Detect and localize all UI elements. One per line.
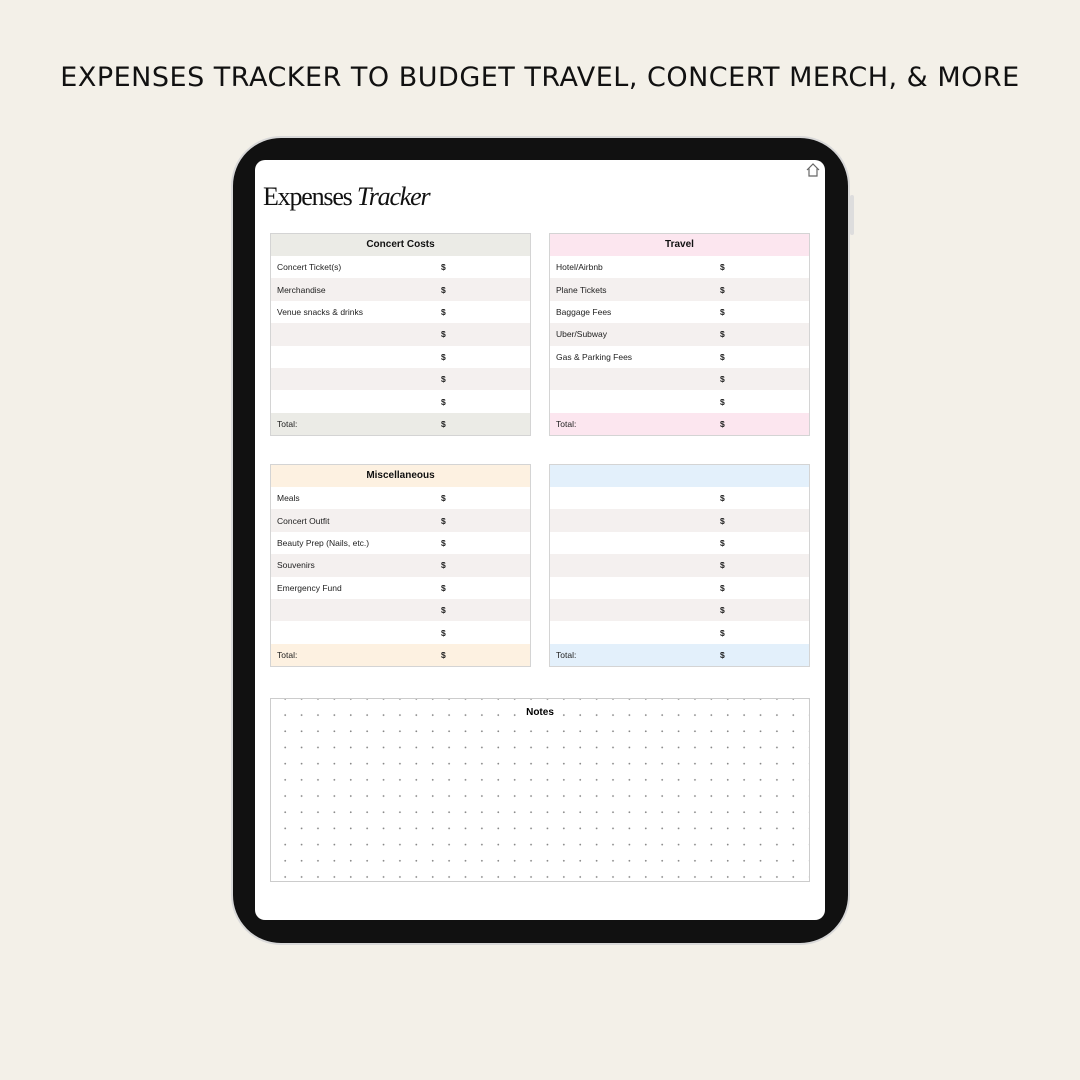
currency-sign: $ [441,306,446,317]
home-icon[interactable] [805,162,821,178]
currency-sign: $ [720,537,725,548]
table-row[interactable]: $ [271,323,530,346]
table-header [550,465,809,487]
table-row[interactable]: Plane Tickets $ [550,278,809,301]
row-label: Emergency Fund [277,582,342,593]
currency-sign: $ [720,649,725,660]
notes-title: Notes [520,707,560,718]
currency-sign: $ [441,351,446,362]
table-row[interactable]: Merchandise $ [271,278,530,301]
currency-sign: $ [720,329,725,340]
currency-sign: $ [720,284,725,295]
currency-sign: $ [441,627,446,638]
currency-sign: $ [441,560,446,571]
currency-sign: $ [441,374,446,385]
table-header: Concert Costs [271,234,530,256]
currency-sign: $ [441,537,446,548]
currency-sign: $ [441,582,446,593]
currency-sign: $ [720,515,725,526]
table-header: Miscellaneous [271,465,530,487]
total-label: Total: [277,418,298,429]
expense-table: Travel Hotel/Airbnb $ Plane Tickets $ Baggage… [549,233,810,437]
table-row[interactable]: Meals $ [271,487,530,509]
currency-sign: $ [441,515,446,526]
table-row[interactable]: $ [550,532,809,554]
row-label: Baggage Fees [556,306,612,317]
row-label: Venue snacks & drinks [277,306,363,317]
table-row[interactable]: $ [271,621,530,643]
currency-sign: $ [441,262,446,273]
table-row[interactable]: Concert Ticket(s) $ [271,256,530,278]
table-row[interactable]: $ [550,621,809,643]
currency-sign: $ [720,418,725,429]
title-regular: Expenses [263,182,353,211]
currency-sign: $ [441,396,446,407]
currency-sign: $ [720,560,725,571]
row-label: Concert Outfit [277,515,330,526]
row-label: Meals [277,493,300,504]
headline: EXPENSES TRACKER TO BUDGET TRAVEL, CONCE… [60,62,1020,93]
currency-sign: $ [720,351,725,362]
table-row[interactable]: $ [550,577,809,599]
currency-sign: $ [441,418,446,429]
total-label: Total: [556,649,577,660]
title-italic: Tracker [356,182,431,211]
currency-sign: $ [441,284,446,295]
currency-sign: $ [441,605,446,616]
expense-table: Concert Costs Concert Ticket(s) $ Merchandi… [270,233,531,437]
table-row[interactable]: Emergency Fund $ [271,577,530,599]
table-row[interactable]: Beauty Prep (Nails, etc.) $ [271,532,530,554]
table-row[interactable]: $ [550,509,809,532]
currency-sign: $ [441,329,446,340]
table-row[interactable]: $ [271,598,530,622]
currency-sign: $ [720,627,725,638]
row-label: Beauty Prep (Nails, etc.) [277,537,370,548]
currency-sign: $ [720,306,725,317]
expense-table: $ $ $ $ $ $ $ Total: $ [549,464,810,668]
currency-sign: $ [720,493,725,504]
total-row[interactable]: Total: $ [271,643,530,667]
row-label: Souvenirs [277,560,315,571]
total-label: Total: [556,418,577,429]
table-row[interactable]: $ [550,390,809,412]
total-row[interactable]: Total: $ [550,643,809,667]
table-row[interactable]: $ [550,367,809,391]
table-row[interactable]: $ [271,367,530,391]
table-row[interactable]: Uber/Subway $ [550,323,809,346]
table-row[interactable]: $ [550,554,809,577]
table-row[interactable]: $ [271,346,530,368]
row-label: Gas & Parking Fees [556,351,633,362]
currency-sign: $ [720,582,725,593]
table-row[interactable]: Hotel/Airbnb $ [550,256,809,278]
table-row[interactable]: Souvenirs $ [271,554,530,577]
table-row[interactable]: Concert Outfit $ [271,509,530,532]
currency-sign: $ [720,605,725,616]
table-row[interactable]: $ [550,487,809,509]
table-row[interactable]: Gas & Parking Fees $ [550,346,809,368]
currency-sign: $ [720,396,725,407]
tablet-screen: Expenses Tracker Concert Costs Concert Ti… [255,160,825,920]
table-row[interactable]: $ [271,390,530,412]
currency-sign: $ [441,649,446,660]
table-header: Travel [550,234,809,256]
table-row[interactable]: Baggage Fees $ [550,301,809,323]
expense-table: Miscellaneous Meals $ Concert Outfit $ Beauty… [270,464,531,668]
table-row[interactable]: $ [550,598,809,622]
table-row[interactable]: Venue snacks & drinks $ [271,301,530,323]
row-label: Hotel/Airbnb [556,262,603,273]
notes-area[interactable]: Notes [270,698,810,882]
total-label: Total: [277,649,298,660]
total-row[interactable]: Total: $ [550,412,809,436]
row-label: Plane Tickets [556,284,607,295]
currency-sign: $ [720,374,725,385]
row-label: Uber/Subway [556,329,608,340]
row-label: Concert Ticket(s) [277,262,342,273]
currency-sign: $ [720,262,725,273]
currency-sign: $ [441,493,446,504]
tablet-side-button [850,195,854,235]
page-title: Expenses Tracker [263,182,431,212]
total-row[interactable]: Total: $ [271,412,530,436]
row-label: Merchandise [277,284,326,295]
